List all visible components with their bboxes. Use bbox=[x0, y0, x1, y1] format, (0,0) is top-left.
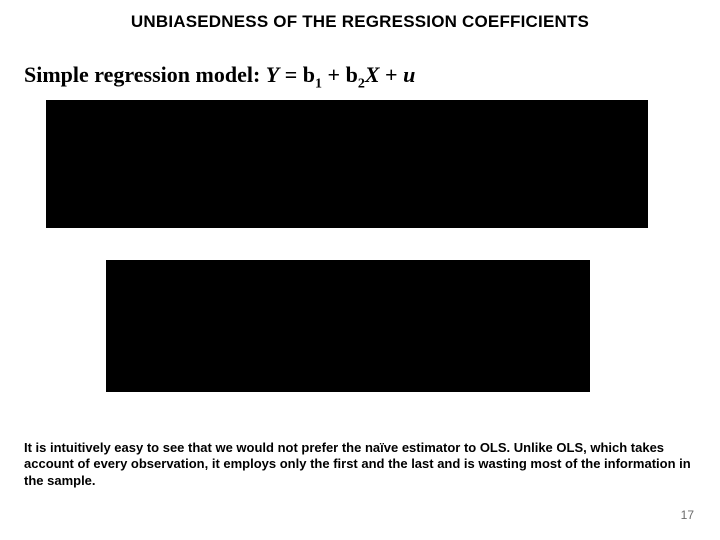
model-u: u bbox=[403, 62, 415, 87]
slide: UNBIASEDNESS OF THE REGRESSION COEFFICIE… bbox=[0, 0, 720, 540]
slide-caption: It is intuitively easy to see that we wo… bbox=[24, 440, 696, 489]
model-prefix: Simple regression model: bbox=[24, 62, 266, 87]
redaction-box-1 bbox=[46, 100, 648, 228]
redaction-box-2 bbox=[106, 260, 590, 392]
page-number: 17 bbox=[681, 508, 694, 522]
model-plus1: + bbox=[322, 62, 346, 87]
model-eq: = bbox=[279, 62, 303, 87]
slide-title: UNBIASEDNESS OF THE REGRESSION COEFFICIE… bbox=[0, 12, 720, 32]
model-sub1: 1 bbox=[315, 76, 322, 91]
model-y: Y bbox=[266, 62, 279, 87]
model-beta2: b bbox=[346, 62, 358, 87]
model-plus2: + bbox=[380, 62, 404, 87]
model-x: X bbox=[365, 62, 380, 87]
model-equation: Simple regression model: Y = b1 + b2X + … bbox=[24, 62, 415, 92]
model-beta1: b bbox=[303, 62, 315, 87]
model-sub2: 2 bbox=[358, 76, 365, 91]
